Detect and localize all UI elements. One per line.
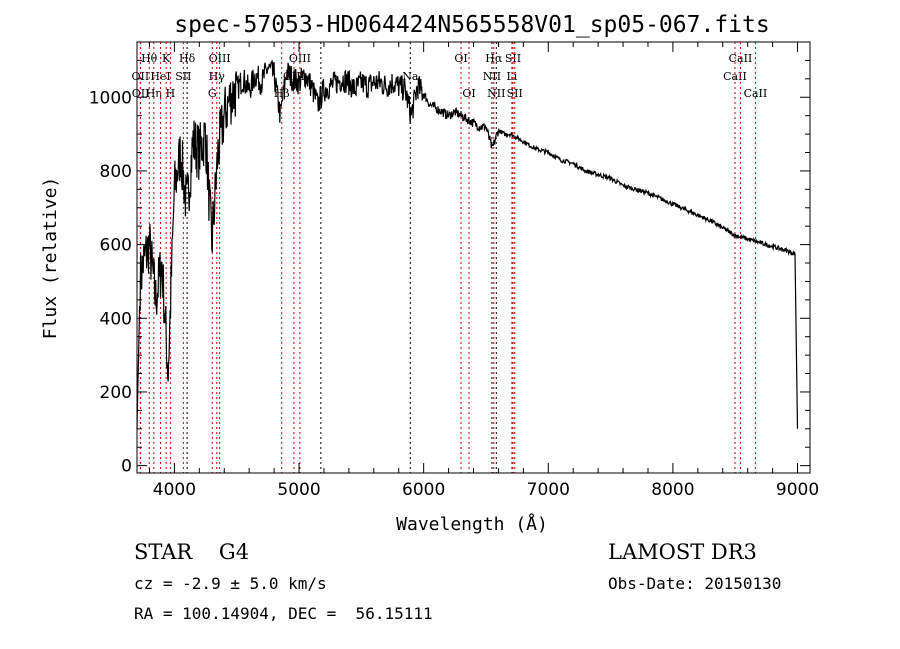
line-marker-label: OI <box>454 52 467 65</box>
object-class: STAR G4 <box>134 540 250 564</box>
y-tick-label: 400 <box>100 309 132 329</box>
chart-title: spec-57053-HD064424N565558V01_sp05-067.f… <box>174 12 769 38</box>
line-marker-label: Na <box>402 70 419 83</box>
ra-dec: RA = 100.14904, DEC = 56.15111 <box>134 604 433 623</box>
spectrum-line <box>136 60 799 429</box>
line-marker-label: NII <box>487 87 505 100</box>
line-marker-label: Hα <box>485 52 503 65</box>
line-marker-label: OII <box>132 70 150 83</box>
y-tick-label: 200 <box>100 383 132 403</box>
line-marker-label: HeI <box>150 70 170 83</box>
line-marker-label: G <box>208 87 217 100</box>
line-marker-label: SII <box>505 52 521 65</box>
y-tick-label: 1000 <box>89 88 132 108</box>
x-tick-label: 8000 <box>651 480 694 500</box>
survey-name: LAMOST DR3 <box>608 540 757 564</box>
line-marker-label: K <box>162 52 171 65</box>
line-marker-label: SII <box>175 70 191 83</box>
line-marker-label: Hγ <box>209 70 226 83</box>
line-marker-label: OII <box>132 87 150 100</box>
line-marker-label: SII <box>507 87 523 100</box>
line-marker-label: Hθ <box>141 52 158 65</box>
x-tick-label: 6000 <box>402 480 445 500</box>
redshift-cz: cz = -2.9 ± 5.0 km/s <box>134 574 327 593</box>
x-tick-label: 9000 <box>776 480 819 500</box>
line-marker-label: OIII <box>209 52 231 65</box>
line-marker-label: H <box>166 87 176 100</box>
y-tick-label: 800 <box>100 162 132 182</box>
line-marker-label: CaII <box>723 70 747 83</box>
x-tick-label: 7000 <box>527 480 570 500</box>
line-marker-label: Hδ <box>179 52 196 65</box>
x-tick-label: 5000 <box>277 480 320 500</box>
line-marker-label: OIII <box>289 52 311 65</box>
line-marker-label: NII <box>483 70 501 83</box>
obs-date: Obs-Date: 20150130 <box>608 574 782 593</box>
x-tick-label: 4000 <box>153 480 196 500</box>
y-tick-label: 0 <box>121 457 132 477</box>
line-marker-label: Li <box>506 70 517 83</box>
y-axis-label: Flux (relative) <box>40 177 61 340</box>
line-marker-label: Hη <box>146 87 162 100</box>
line-marker-label: Hβ <box>274 87 290 100</box>
line-marker-label: OI <box>462 87 475 100</box>
line-marker-label: CaII <box>744 87 768 100</box>
line-marker-label: CaII <box>729 52 753 65</box>
plot-frame <box>136 41 811 474</box>
y-tick-label: 600 <box>100 236 132 256</box>
x-axis-label: Wavelength (Å) <box>396 513 548 535</box>
